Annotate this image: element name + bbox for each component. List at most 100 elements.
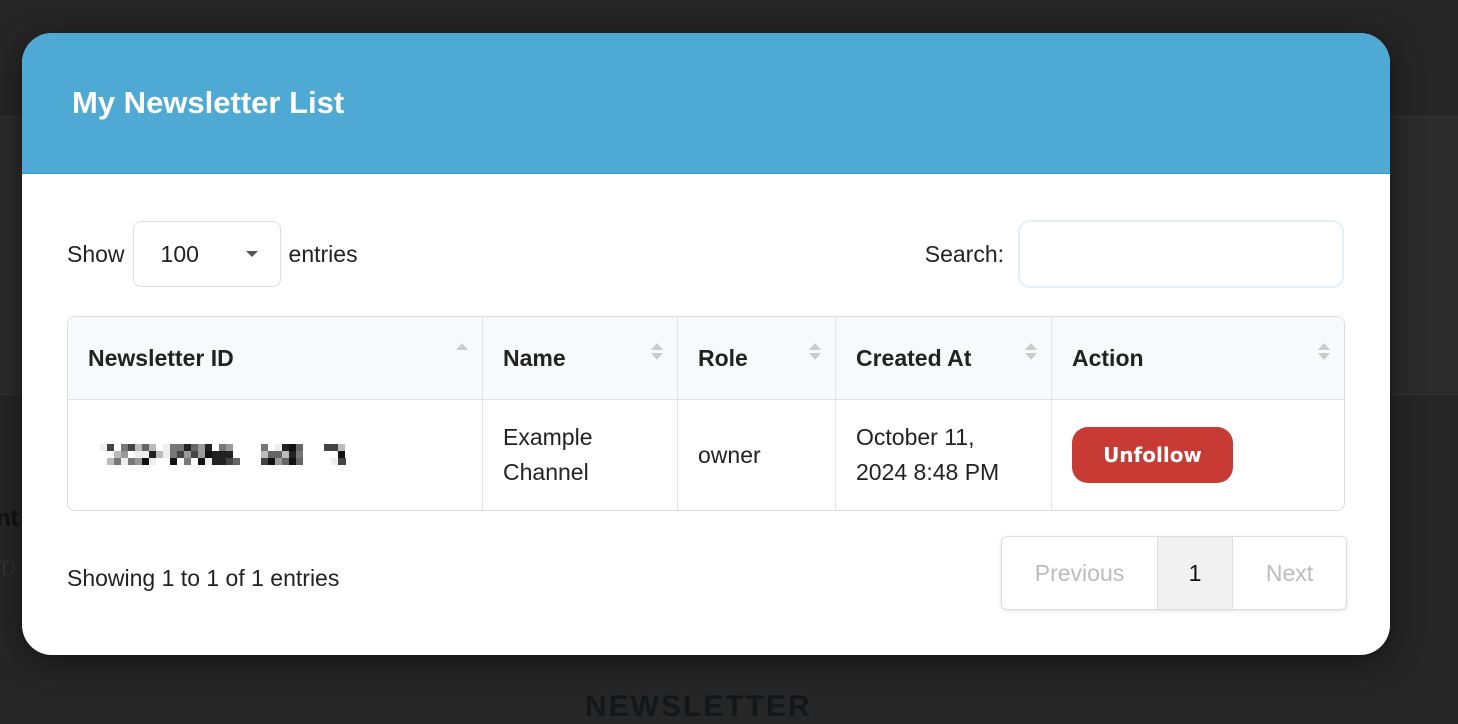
redaction-pixel xyxy=(198,458,205,465)
redaction-pixel xyxy=(289,458,296,465)
redaction-pixel xyxy=(107,444,114,451)
redaction-pixel xyxy=(205,444,212,451)
column-header-newsletter-id[interactable]: Newsletter ID xyxy=(68,317,483,400)
redaction-pixel xyxy=(226,458,233,465)
column-header-created-at[interactable]: Created At xyxy=(836,317,1052,400)
redaction-pixel xyxy=(261,458,268,465)
redaction-pixel xyxy=(184,444,191,451)
redaction-pixel xyxy=(107,458,114,465)
redaction-pixel xyxy=(135,451,142,458)
sort-ascending-icon xyxy=(456,343,468,363)
cell-action: Unfollow xyxy=(1052,400,1344,510)
newsletter-table: Newsletter ID Name Role Created At Actio… xyxy=(67,316,1345,511)
page-length-value: 100 xyxy=(160,240,199,267)
redaction-pixel xyxy=(163,444,170,451)
background-heading: NEWSLETTER xyxy=(585,690,812,723)
redaction-pixel xyxy=(128,444,135,451)
column-header-name[interactable]: Name xyxy=(483,317,678,400)
redaction-pixel xyxy=(345,458,346,465)
column-label: Role xyxy=(698,344,748,371)
column-header-action[interactable]: Action xyxy=(1052,317,1344,400)
background-text: /D xyxy=(0,558,16,580)
modal-header: My Newsletter List xyxy=(22,33,1390,174)
cell-role: owner xyxy=(678,400,836,510)
redaction-pixel xyxy=(261,444,268,451)
redaction-pixel xyxy=(296,451,303,458)
table-info: Showing 1 to 1 of 1 entries xyxy=(67,565,340,591)
redaction-pixel xyxy=(268,451,275,458)
redaction-pixel xyxy=(331,444,338,451)
redaction-pixel xyxy=(142,451,149,458)
cell-name: Example Channel xyxy=(483,400,678,510)
redaction-pixel xyxy=(163,451,170,458)
search-input[interactable] xyxy=(1018,220,1344,288)
redaction-pixel xyxy=(289,444,296,451)
chevron-down-icon xyxy=(245,251,258,257)
redaction-pixel xyxy=(156,451,163,458)
redaction-pixel xyxy=(226,444,233,451)
redaction-pixel xyxy=(338,451,345,458)
redaction-pixel xyxy=(149,458,156,465)
redaction-pixel xyxy=(219,451,226,458)
redaction-pixel xyxy=(128,458,135,465)
background-text: nt xyxy=(0,505,19,532)
redaction-pixel xyxy=(142,458,149,465)
redaction-pixel xyxy=(268,458,275,465)
redaction-pixel xyxy=(275,458,282,465)
column-label: Created At xyxy=(856,344,972,371)
redaction-pixel xyxy=(331,458,338,465)
redaction-pixel xyxy=(205,451,212,458)
table-row: Example Channel owner October 11, 2024 8… xyxy=(68,400,1344,510)
previous-page-button[interactable]: Previous xyxy=(1002,537,1158,609)
redaction-pixel xyxy=(212,458,219,465)
redaction-pixel xyxy=(121,451,128,458)
page-length-select[interactable]: 100 xyxy=(132,221,281,287)
redaction-pixel xyxy=(233,458,240,465)
sort-icon xyxy=(1025,343,1037,363)
column-label: Action xyxy=(1072,344,1144,371)
redaction-pixel xyxy=(219,458,226,465)
redaction-pixel xyxy=(170,444,177,451)
pagination: Previous 1 Next xyxy=(1001,536,1347,610)
redaction-pixel xyxy=(261,451,268,458)
redaction-pixel xyxy=(324,444,331,451)
redaction-pixel xyxy=(121,444,128,451)
modal-title: My Newsletter List xyxy=(72,85,345,120)
cell-created-at: October 11, 2024 8:48 PM xyxy=(836,400,1052,510)
redaction-pixel xyxy=(121,458,128,465)
search-label: Search: xyxy=(924,240,1004,267)
redaction-pixel xyxy=(198,444,205,451)
redaction-pixel xyxy=(275,451,282,458)
redaction-pixel xyxy=(135,444,142,451)
redaction-pixel xyxy=(170,451,177,458)
page-1-button[interactable]: 1 xyxy=(1158,537,1233,609)
next-page-button[interactable]: Next xyxy=(1265,559,1314,586)
column-label: Newsletter ID xyxy=(88,344,234,371)
redaction-pixel xyxy=(191,451,198,458)
redaction-pixel xyxy=(338,458,345,465)
redaction-pixel xyxy=(184,458,191,465)
redaction-pixel xyxy=(338,444,345,451)
redaction-pixel xyxy=(100,444,107,451)
redaction-pixel xyxy=(275,444,282,451)
redaction-pixel xyxy=(149,444,156,451)
redaction-pixel xyxy=(282,458,289,465)
unfollow-button[interactable]: Unfollow xyxy=(1072,427,1233,483)
show-label: Show xyxy=(67,240,125,267)
redaction-pixel xyxy=(191,444,198,451)
table-header-row: Newsletter ID Name Role Created At Actio… xyxy=(68,317,1344,400)
redaction-pixel xyxy=(177,444,184,451)
redaction-pixel xyxy=(149,451,156,458)
newsletter-modal: My Newsletter List Show 100 entries Sear… xyxy=(22,33,1390,655)
redaction-pixel xyxy=(289,451,296,458)
column-label: Name xyxy=(503,344,566,371)
redaction-pixel xyxy=(226,451,233,458)
redaction-pixel xyxy=(212,451,219,458)
redaction-pixel xyxy=(135,458,142,465)
sort-icon xyxy=(809,343,821,363)
column-header-role[interactable]: Role xyxy=(678,317,836,400)
sort-icon xyxy=(651,343,663,363)
redaction-pixel xyxy=(282,451,289,458)
entries-label: entries xyxy=(288,240,358,267)
redaction-pixel xyxy=(205,458,212,465)
